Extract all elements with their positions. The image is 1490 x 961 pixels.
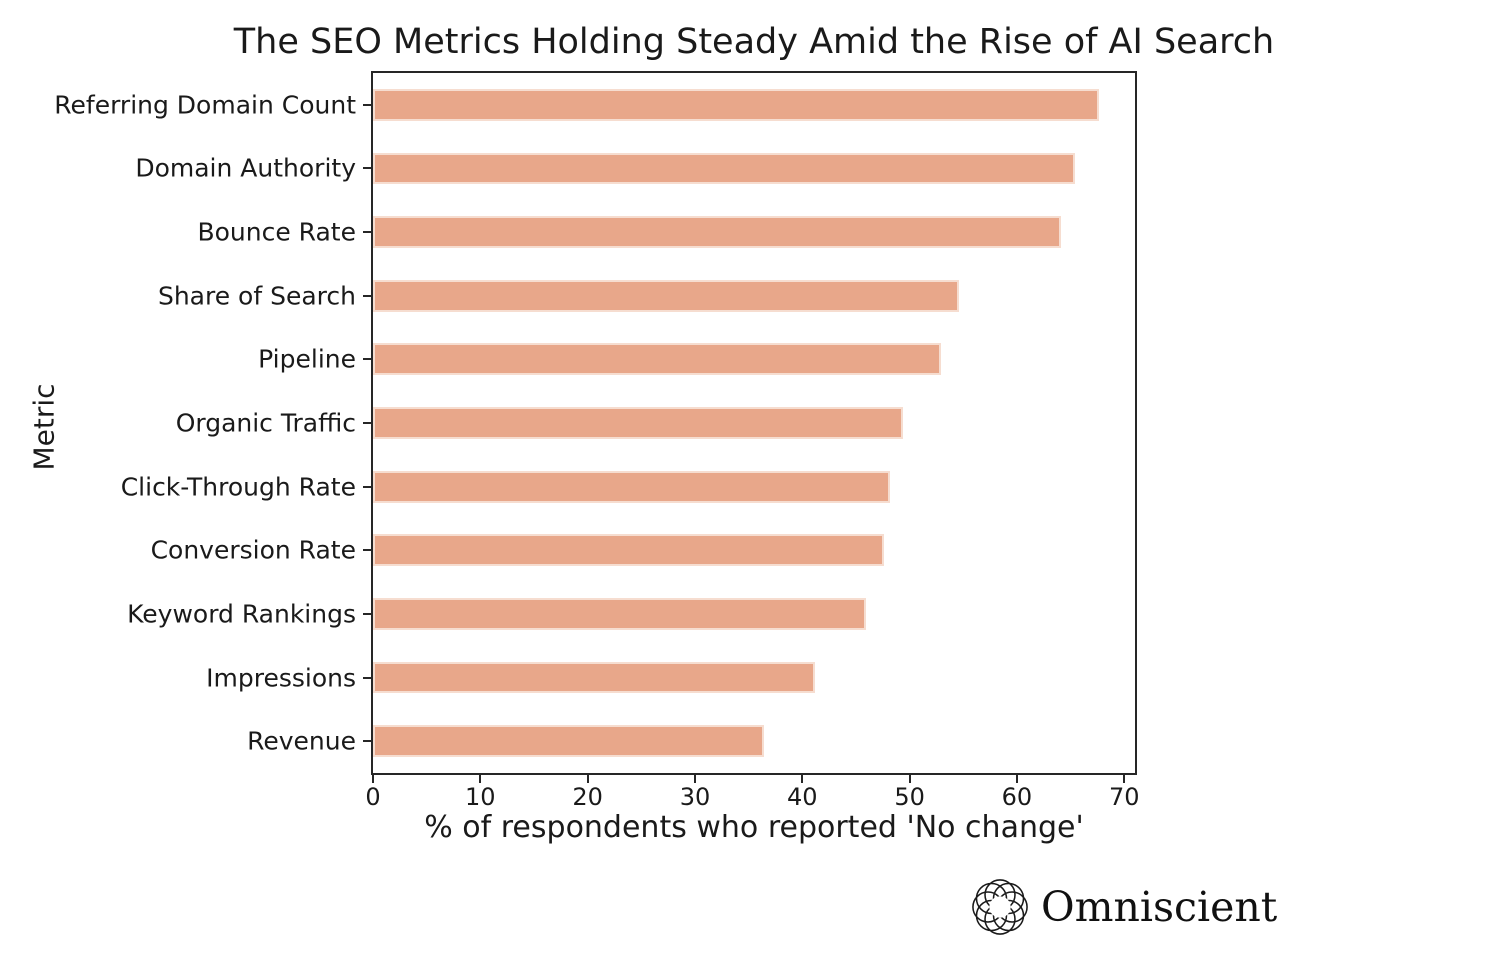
y-tick-mark bbox=[363, 740, 371, 743]
y-tick-label: Revenue bbox=[247, 726, 356, 756]
y-tick-label: Click-Through Rate bbox=[120, 472, 356, 502]
y-axis-label: Metric bbox=[27, 383, 61, 471]
x-tick-mark bbox=[586, 775, 589, 783]
bar bbox=[373, 279, 959, 312]
x-tick-label: 20 bbox=[572, 783, 603, 811]
bar bbox=[373, 725, 764, 758]
y-tick-label: Bounce Rate bbox=[197, 217, 356, 247]
rosette-knot-icon bbox=[972, 879, 1028, 935]
x-tick-mark bbox=[479, 775, 482, 783]
y-tick-label: Keyword Rankings bbox=[127, 599, 356, 629]
x-tick-label: 70 bbox=[1108, 783, 1140, 811]
x-tick-mark bbox=[372, 775, 374, 783]
logo-wordmark: Omniscient bbox=[1041, 883, 1278, 931]
plot-area bbox=[371, 71, 1137, 775]
y-tick-mark bbox=[363, 103, 371, 106]
bar bbox=[373, 88, 1099, 121]
y-tick-label: Domain Authority bbox=[135, 153, 356, 183]
x-tick-mark bbox=[1123, 775, 1126, 783]
bar bbox=[373, 470, 891, 503]
bar bbox=[373, 661, 816, 694]
y-tick-mark bbox=[363, 676, 371, 679]
x-tick-label: 30 bbox=[679, 783, 711, 811]
y-tick-mark bbox=[363, 231, 371, 234]
y-tick-label: Referring Domain Count bbox=[54, 90, 356, 120]
x-tick-label: 0 bbox=[365, 783, 381, 811]
y-tick-mark bbox=[363, 294, 371, 297]
y-tick-label: Pipeline bbox=[258, 344, 356, 374]
bar bbox=[373, 152, 1075, 185]
x-tick-mark bbox=[693, 775, 696, 783]
x-tick-mark bbox=[1015, 775, 1018, 783]
y-tick-mark bbox=[363, 485, 371, 488]
y-tick-mark bbox=[363, 612, 371, 615]
x-tick-label: 50 bbox=[894, 783, 925, 811]
y-tick-label: Share of Search bbox=[157, 281, 356, 311]
x-tick-label: 60 bbox=[1001, 783, 1033, 811]
bar bbox=[373, 343, 941, 376]
x-tick-mark bbox=[908, 775, 911, 783]
chart-title: The SEO Metrics Holding Steady Amid the … bbox=[233, 22, 1275, 62]
y-tick-mark bbox=[363, 422, 371, 424]
y-tick-label: Organic Traffic bbox=[175, 408, 356, 438]
bar bbox=[373, 407, 904, 439]
bar bbox=[373, 216, 1061, 248]
y-axis: Referring Domain Count Domain Authority Bo… bbox=[0, 0, 356, 961]
x-tick-mark bbox=[801, 775, 804, 783]
omniscient-logo: Omniscient bbox=[971, 878, 1277, 936]
x-tick-label: 10 bbox=[465, 783, 496, 811]
y-tick-mark bbox=[363, 167, 371, 170]
y-tick-mark bbox=[363, 549, 371, 552]
y-tick-label: Impressions bbox=[206, 663, 356, 693]
y-tick-mark bbox=[363, 358, 371, 361]
bar bbox=[373, 598, 866, 630]
bar bbox=[373, 534, 884, 567]
y-tick-label: Conversion Rate bbox=[150, 535, 356, 565]
x-axis-label: % of respondents who reported 'No change… bbox=[424, 810, 1084, 845]
x-tick-label: 40 bbox=[787, 783, 818, 811]
